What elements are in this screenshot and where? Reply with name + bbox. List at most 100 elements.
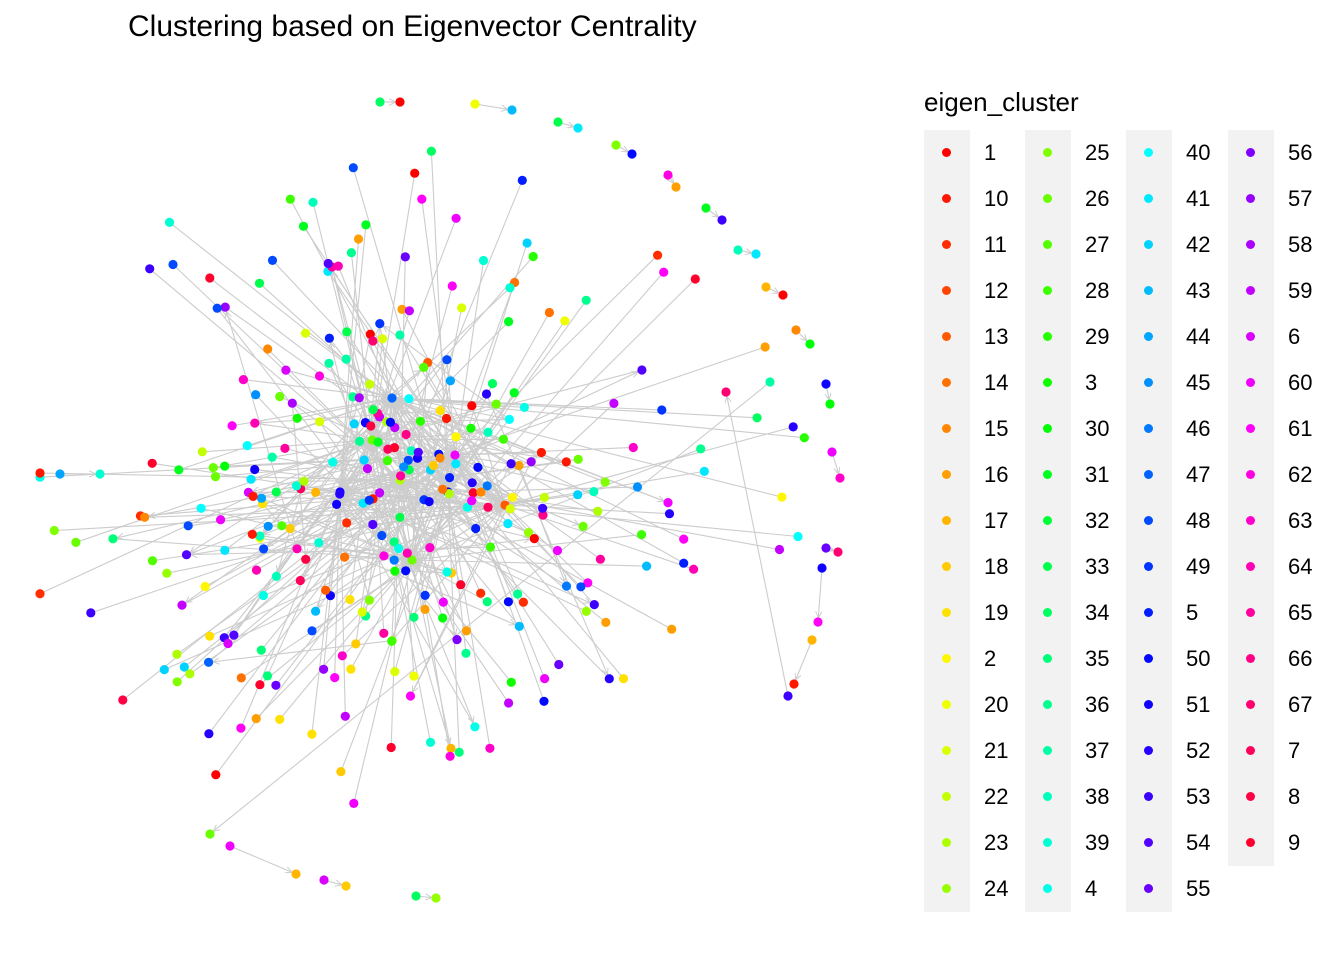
legend-label: 63: [1288, 508, 1313, 533]
graph-node: [509, 388, 519, 398]
graph-edge: [323, 497, 340, 670]
graph-node: [505, 504, 515, 514]
graph-node: [504, 317, 514, 327]
legend-key-dot: [1043, 378, 1052, 387]
legend-entry: 44: [1126, 314, 1226, 360]
graph-node: [275, 714, 285, 725]
legend-key-dot: [1043, 424, 1052, 433]
graph-node: [514, 621, 524, 632]
graph-node: [375, 319, 385, 329]
graph-edge: [291, 403, 305, 554]
legend-entry: 58: [1228, 222, 1328, 268]
graph-node: [49, 525, 59, 536]
graph-node: [778, 290, 788, 300]
graph-node: [774, 544, 785, 555]
graph-edge: [289, 198, 445, 487]
graph-edge: [328, 363, 352, 419]
graph-edge: [381, 535, 403, 567]
legend-key-dot: [942, 884, 951, 893]
graph-node: [403, 455, 413, 465]
legend-key-dot: [942, 838, 951, 847]
graph-node: [346, 664, 356, 674]
graph-node: [271, 571, 281, 582]
legend-key-dot: [1246, 608, 1255, 617]
graph-node: [385, 417, 395, 427]
legend-label: 64: [1288, 554, 1313, 579]
graph-node: [402, 548, 412, 558]
legend-label: 46: [1186, 416, 1211, 441]
legend-column: [1228, 130, 1274, 866]
graph-node: [788, 422, 798, 432]
graph-node: [442, 567, 452, 577]
graph-node: [255, 531, 265, 541]
graph-edge: [340, 224, 367, 487]
graph-node: [349, 419, 359, 429]
legend-entry: 55: [1126, 866, 1226, 912]
graph-node: [220, 461, 230, 471]
legend-label: 18: [984, 554, 1009, 579]
graph-edge: [430, 151, 447, 487]
graph-node: [445, 376, 455, 386]
graph-node: [435, 453, 445, 463]
graph-node: [271, 680, 281, 690]
graph-node: [799, 433, 809, 443]
graph-node: [389, 537, 399, 547]
graph-node: [760, 342, 770, 352]
legend-key-dot: [1246, 516, 1255, 525]
legend-label: 27: [1085, 232, 1110, 257]
graph-node: [298, 221, 309, 231]
graph-node: [301, 554, 311, 564]
legend-key-dot: [1144, 194, 1153, 203]
graph-node: [438, 613, 448, 623]
graph-edge: [416, 278, 696, 557]
graph-node: [263, 521, 273, 531]
graph-edge: [474, 103, 507, 109]
graph-node: [411, 891, 421, 901]
graph-node: [401, 429, 411, 440]
graph-node: [485, 743, 495, 753]
legend-label: 56: [1288, 140, 1313, 165]
legend-label: 24: [984, 876, 1009, 901]
graph-edge: [430, 372, 637, 471]
graph-edge: [397, 398, 758, 419]
legend-label: 44: [1186, 324, 1211, 349]
graph-edge: [374, 218, 457, 435]
graph-node: [345, 594, 355, 605]
legend-label: 19: [984, 600, 1009, 625]
legend-label: 37: [1085, 738, 1110, 763]
graph-node: [553, 117, 563, 127]
graph-node: [364, 495, 374, 505]
graph-node: [373, 437, 383, 447]
graph-node: [561, 457, 571, 467]
graph-node: [291, 869, 301, 879]
legend-label: 58: [1288, 232, 1313, 257]
legend-label: 6: [1288, 324, 1301, 349]
graph-node: [507, 105, 517, 115]
legend-key-dot: [942, 516, 951, 525]
graph-node: [573, 454, 583, 464]
graph-node: [342, 327, 352, 337]
legend-key-dot: [942, 562, 951, 571]
graph-node: [255, 680, 265, 690]
graph-node: [256, 645, 266, 655]
graph-node: [821, 379, 831, 389]
graph-node: [349, 798, 359, 809]
legend-key-dot: [1043, 700, 1052, 709]
legend-label: 62: [1288, 462, 1313, 487]
graph-node: [505, 283, 515, 293]
legend-key-dot: [1043, 240, 1052, 249]
legend-entry: 38: [1025, 774, 1125, 820]
graph-node: [450, 450, 460, 460]
graph-node: [576, 582, 586, 592]
graph-node: [307, 729, 317, 739]
graph-node: [366, 421, 376, 431]
graph-edge: [303, 522, 348, 577]
legend-entry: 21: [924, 728, 1024, 774]
graph-edge: [213, 441, 367, 469]
legend-key-dot: [1043, 792, 1052, 801]
graph-node: [379, 551, 389, 561]
graph-node: [140, 512, 150, 522]
graph-edge: [279, 564, 409, 720]
graph-node: [504, 414, 514, 424]
legend-label: 50: [1186, 646, 1211, 671]
